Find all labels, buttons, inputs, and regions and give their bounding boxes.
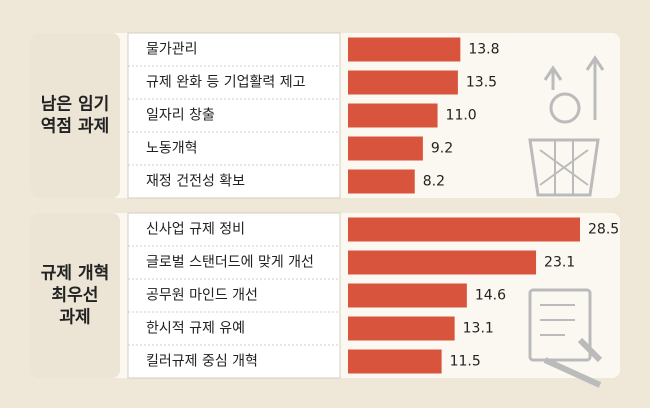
category-label: 노동개혁: [146, 141, 198, 157]
group-title: 역점 과제: [41, 117, 109, 137]
arrow-icon: [543, 55, 605, 120]
value-label: 8.2: [423, 174, 445, 190]
bar: [348, 283, 467, 308]
value-label: 28.5: [588, 222, 619, 238]
category-label: 신사업 규제 정비: [146, 222, 245, 238]
group-label-cell: [30, 213, 120, 378]
value-label: 11.5: [450, 354, 481, 370]
value-label: 23.1: [544, 255, 575, 271]
bar: [348, 37, 461, 62]
category-label: 글로벌 스탠더드에 맞게 개선: [146, 255, 314, 271]
bar: [348, 316, 455, 341]
basket-grid: [539, 140, 589, 195]
category-label: 일자리 창출: [146, 108, 215, 124]
bar: [348, 217, 580, 242]
category-label: 규제 완화 등 기업활력 제고: [146, 75, 306, 91]
gavel-icon: [543, 337, 603, 388]
value-label: 13.1: [463, 321, 494, 337]
icons: [528, 55, 605, 388]
value-label: 11.0: [446, 108, 477, 124]
clipboard-icon: [528, 288, 592, 362]
group-title: 규제 개혁: [41, 263, 109, 284]
value-label: 14.6: [475, 288, 506, 304]
category-column: [127, 32, 341, 199]
clipboard-lines: [540, 304, 575, 336]
group-title: 과제: [59, 308, 90, 328]
bar: [348, 250, 537, 275]
group-label-cell: [30, 33, 120, 198]
category-label: 킬러규제 중심 개혁: [146, 354, 258, 370]
group-title: 최우선: [52, 286, 99, 306]
value-label: 9.2: [431, 141, 453, 157]
value-label: 13.5: [466, 75, 497, 91]
group-title: 남은 임기: [41, 94, 109, 115]
category-label: 공무원 마인드 개선: [146, 288, 258, 304]
value-label: 13.8: [468, 42, 499, 58]
category-label: 물가관리: [146, 42, 198, 58]
category-label: 한시적 규제 유예: [146, 321, 245, 337]
percent-icon: [549, 92, 581, 124]
bar: [348, 349, 442, 374]
bar: [348, 70, 458, 95]
bar: [348, 169, 415, 194]
category-column: [127, 212, 341, 379]
bar: [348, 103, 438, 128]
category-label: 재정 건전성 확보: [146, 174, 245, 190]
basket-icon: [528, 138, 600, 197]
bar: [348, 136, 423, 161]
